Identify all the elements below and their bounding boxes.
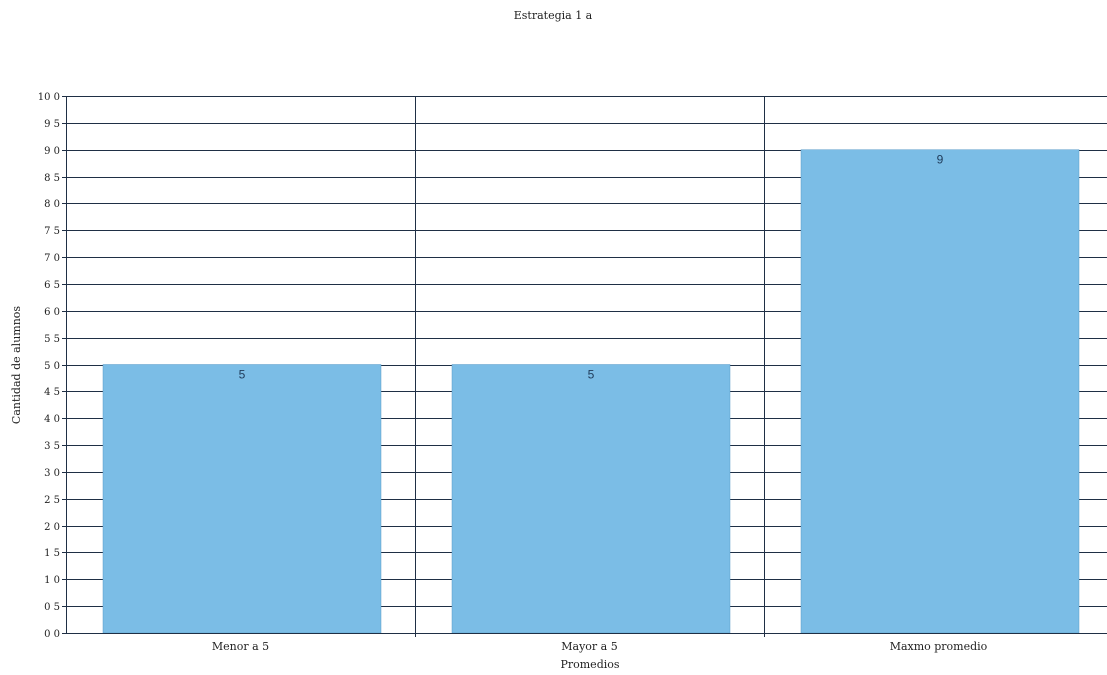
bar — [451, 364, 731, 634]
y-tick-label: 7 5 — [44, 226, 60, 237]
y-tick-label: 5 0 — [44, 361, 60, 372]
y-tick-labels: 0 0 0 5 1 0 1 5 2 0 2 5 3 0 3 5 4 0 4 5 5 0 5 5 6 0 6… — [38, 92, 60, 640]
y-tick-label: 5 5 — [44, 334, 60, 345]
y-tick-label: 4 5 — [44, 387, 60, 398]
y-tick-label: 1 0 — [44, 575, 60, 586]
y-tick-label: 7 0 — [44, 253, 60, 264]
bar-value-label: 9 — [937, 153, 944, 167]
y-tick-label: 6 5 — [44, 280, 60, 291]
x-tick-label: Maxmo promedio — [890, 640, 988, 653]
x-tick-labels: Menor a 5 Mayor a 5 Maxmo promedio — [212, 640, 988, 653]
data-labels: 5 5 9 — [239, 153, 944, 382]
y-tick-label: 9 5 — [44, 119, 60, 130]
y-tick-label: 2 0 — [44, 522, 60, 533]
y-tick-label: 6 0 — [44, 307, 60, 318]
chart-title: Estrategia 1 a — [514, 9, 593, 22]
x-tick-label: Mayor a 5 — [561, 640, 617, 653]
y-tick-label: 2 5 — [44, 495, 60, 506]
bar-value-label: 5 — [588, 368, 595, 382]
bar — [800, 149, 1080, 634]
y-tick-label: 10 0 — [38, 92, 60, 103]
axes — [62, 96, 1107, 634]
y-tick-label: 8 0 — [44, 199, 60, 210]
bar — [102, 364, 382, 634]
y-tick-label: 9 0 — [44, 146, 60, 157]
x-tick-label: Menor a 5 — [212, 640, 269, 653]
bar-value-label: 5 — [239, 368, 246, 382]
y-tick-label: 3 0 — [44, 468, 60, 479]
x-axis-label: Promedios — [560, 658, 619, 671]
y-tick-label: 0 0 — [44, 629, 60, 640]
y-tick-label: 3 5 — [44, 441, 60, 452]
y-tick-label: 1 5 — [44, 548, 60, 559]
y-tick-label: 8 5 — [44, 173, 60, 184]
y-tick-label: 0 5 — [44, 602, 60, 613]
bars — [102, 149, 1080, 634]
y-tick-label: 4 0 — [44, 414, 60, 425]
y-axis-label: Cantidad de alumnos — [10, 306, 23, 424]
